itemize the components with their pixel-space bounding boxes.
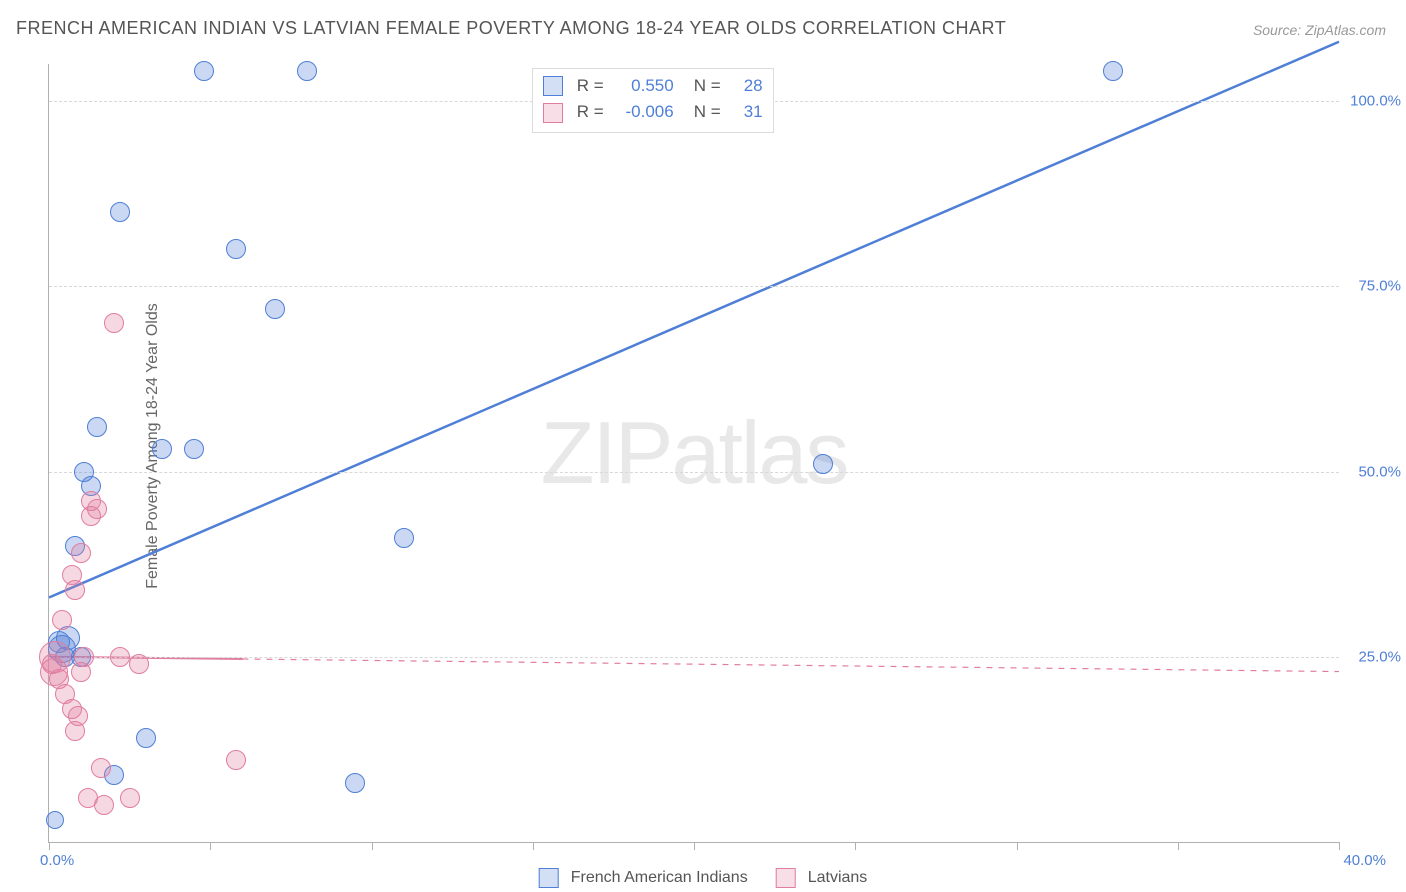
corr-row: R = 0.550 N = 28	[543, 73, 763, 99]
x-end-label: 40.0%	[1343, 852, 1386, 869]
y-tick-label: 100.0%	[1350, 93, 1401, 110]
swatch-icon	[543, 76, 563, 96]
data-point	[65, 721, 85, 741]
data-point	[71, 543, 91, 563]
swatch-icon	[543, 103, 563, 123]
r-value: 0.550	[614, 73, 674, 99]
n-label: N =	[694, 73, 721, 99]
x-origin-label: 0.0%	[40, 852, 74, 869]
chart-title: FRENCH AMERICAN INDIAN VS LATVIAN FEMALE…	[16, 18, 1006, 39]
legend-item: Latvians	[776, 868, 868, 888]
data-point	[94, 795, 114, 815]
r-label: R =	[577, 99, 604, 125]
data-point	[87, 417, 107, 437]
data-point	[152, 439, 172, 459]
data-point	[394, 528, 414, 548]
trend-line-dashed	[243, 659, 1340, 672]
data-point	[104, 313, 124, 333]
x-tick	[210, 842, 211, 850]
watermark: ZIPatlas	[541, 402, 848, 504]
y-tick-label: 25.0%	[1358, 648, 1401, 665]
data-point	[345, 773, 365, 793]
data-point	[62, 565, 82, 585]
corr-row: R = -0.006 N = 31	[543, 99, 763, 125]
data-point	[46, 811, 64, 829]
data-point	[129, 654, 149, 674]
x-tick	[1178, 842, 1179, 850]
swatch-icon	[776, 868, 796, 888]
chart-container: FRENCH AMERICAN INDIAN VS LATVIAN FEMALE…	[0, 0, 1406, 892]
data-point	[297, 61, 317, 81]
data-point	[226, 750, 246, 770]
source-label: Source: ZipAtlas.com	[1253, 22, 1386, 38]
data-point	[110, 647, 130, 667]
data-point	[87, 499, 107, 519]
x-tick	[694, 842, 695, 850]
n-value: 31	[731, 99, 763, 125]
trend-lines	[49, 64, 1339, 842]
data-point	[91, 758, 111, 778]
data-point	[110, 202, 130, 222]
x-tick	[855, 842, 856, 850]
gridline	[49, 286, 1339, 287]
data-point	[1103, 61, 1123, 81]
x-tick	[1017, 842, 1018, 850]
swatch-icon	[539, 868, 559, 888]
r-label: R =	[577, 73, 604, 99]
data-point	[226, 239, 246, 259]
y-tick-label: 75.0%	[1358, 278, 1401, 295]
r-value: -0.006	[614, 99, 674, 125]
data-point	[136, 728, 156, 748]
n-label: N =	[694, 99, 721, 125]
x-tick	[49, 842, 50, 850]
gridline	[49, 657, 1339, 658]
y-tick-label: 50.0%	[1358, 463, 1401, 480]
correlation-box: R = 0.550 N = 28 R = -0.006 N = 31	[532, 68, 774, 133]
x-tick	[533, 842, 534, 850]
data-point	[194, 61, 214, 81]
legend-label: Latvians	[808, 869, 868, 887]
data-point	[813, 454, 833, 474]
x-tick	[372, 842, 373, 850]
legend: French American Indians Latvians	[539, 868, 868, 888]
legend-label: French American Indians	[571, 869, 748, 887]
data-point	[184, 439, 204, 459]
x-tick	[1339, 842, 1340, 850]
legend-item: French American Indians	[539, 868, 748, 888]
gridline	[49, 472, 1339, 473]
n-value: 28	[731, 73, 763, 99]
plot-area: ZIPatlas 25.0%50.0%75.0%100.0%	[48, 64, 1339, 843]
data-point	[52, 610, 72, 630]
data-point	[120, 788, 140, 808]
data-point	[265, 299, 285, 319]
data-point	[74, 647, 94, 667]
